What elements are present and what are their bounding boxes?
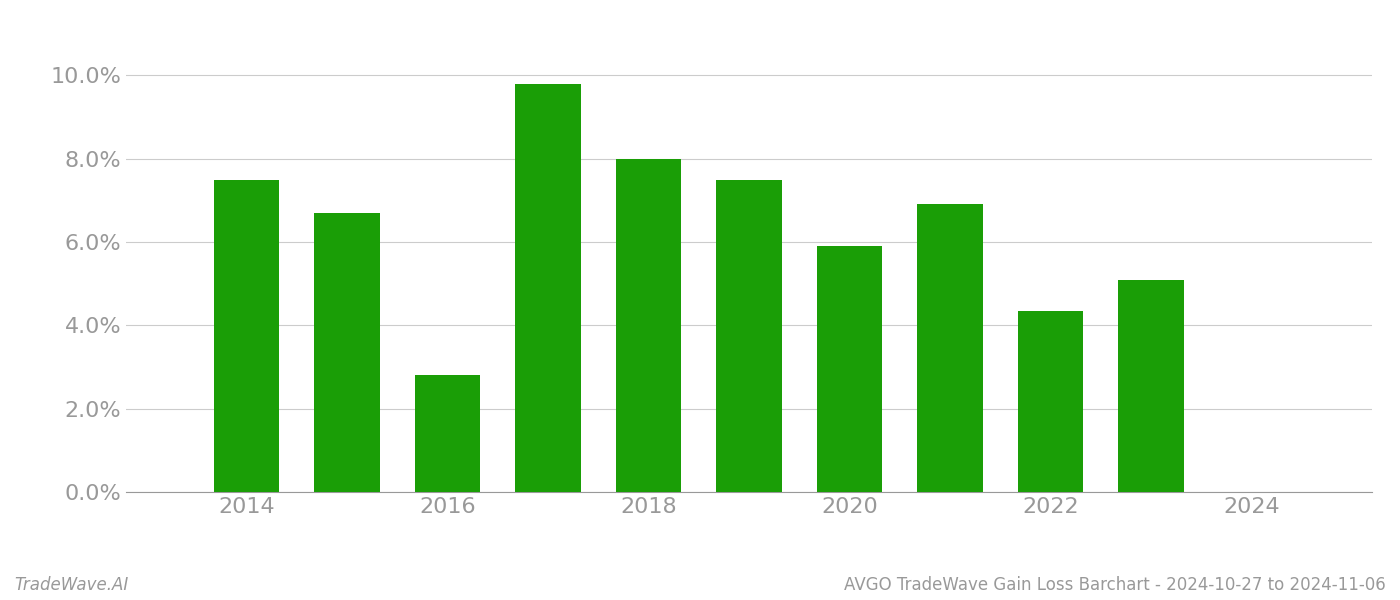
Bar: [414, 376, 480, 492]
Bar: [717, 179, 781, 492]
Bar: [616, 158, 682, 492]
Bar: [1018, 311, 1084, 492]
Bar: [214, 179, 279, 492]
Text: AVGO TradeWave Gain Loss Barchart - 2024-10-27 to 2024-11-06: AVGO TradeWave Gain Loss Barchart - 2024…: [844, 576, 1386, 594]
Text: TradeWave.AI: TradeWave.AI: [14, 576, 129, 594]
Bar: [917, 205, 983, 492]
Bar: [816, 246, 882, 492]
Bar: [1119, 280, 1183, 492]
Bar: [315, 213, 379, 492]
Bar: [515, 83, 581, 492]
